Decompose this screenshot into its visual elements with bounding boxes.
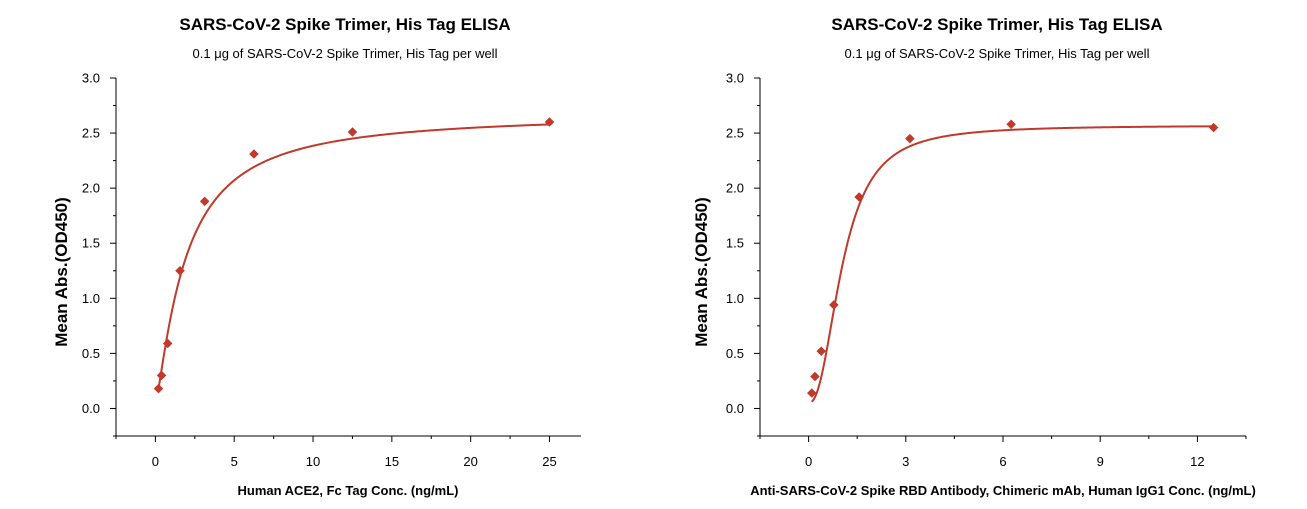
y-axis-label: Mean Abs.(OD450) [692,197,711,347]
chart-subtitle: 0.1 μg of SARS-CoV-2 Spike Trimer, His T… [193,46,498,61]
x-tick-label: 0 [152,454,159,469]
x-tick-label: 3 [902,454,909,469]
x-tick-label: 15 [385,454,399,469]
data-point [816,346,827,357]
data-point [156,370,167,381]
x-tick-label: 0 [805,454,812,469]
fit-curve [811,125,1214,403]
data-point [153,383,164,394]
x-tick-label: 10 [306,454,320,469]
y-tick-label: 3.0 [82,71,100,86]
chart-title: SARS-CoV-2 Spike Trimer, His Tag ELISA [831,15,1162,34]
y-tick-label: 1.5 [726,236,744,251]
data-point [1006,119,1016,130]
y-tick-label: 2.5 [82,126,100,141]
y-tick-label: 0.0 [82,401,100,416]
data-point [162,338,173,349]
x-tick-label: 25 [542,454,556,469]
chart-right: SARS-CoV-2 Spike Trimer, His Tag ELISA 0… [692,15,1256,498]
data-point [544,117,555,127]
data-point [810,371,820,382]
x-tick-label: 5 [231,454,238,469]
data-point [806,388,817,398]
y-tick-label: 2.0 [726,181,744,196]
x-tick-label: 12 [1190,454,1204,469]
y-tick-label: 1.0 [726,291,744,306]
data-point [175,265,185,276]
data-point [854,192,864,202]
y-tick-label: 0.5 [726,346,744,361]
data-point [199,196,210,207]
y-axis-label: Mean Abs.(OD450) [52,197,71,347]
y-tick-label: 0.5 [82,346,100,361]
chart-left: SARS-CoV-2 Spike Trimer, His Tag ELISA 0… [52,15,581,498]
data-point [347,127,358,137]
chart-title: SARS-CoV-2 Spike Trimer, His Tag ELISA [179,15,510,34]
chart-subtitle: 0.1 μg of SARS-CoV-2 Spike Trimer, His T… [845,46,1150,61]
data-point [1208,122,1219,133]
y-tick-label: 1.0 [82,291,100,306]
data-point [904,133,915,144]
x-axis-label: Human ACE2, Fc Tag Conc. (ng/mL) [237,483,458,498]
x-axis-label: Anti-SARS-CoV-2 Spike RBD Antibody, Chim… [750,483,1256,498]
x-tick-label: 9 [1097,454,1104,469]
y-tick-label: 2.5 [726,126,744,141]
fit-curve [157,123,550,390]
y-tick-label: 3.0 [726,71,744,86]
y-tick-label: 0.0 [726,401,744,416]
data-point [249,149,259,159]
x-tick-label: 20 [463,454,477,469]
y-tick-label: 1.5 [82,236,100,251]
y-tick-label: 2.0 [82,181,100,196]
data-point [829,300,839,310]
x-tick-label: 6 [999,454,1006,469]
